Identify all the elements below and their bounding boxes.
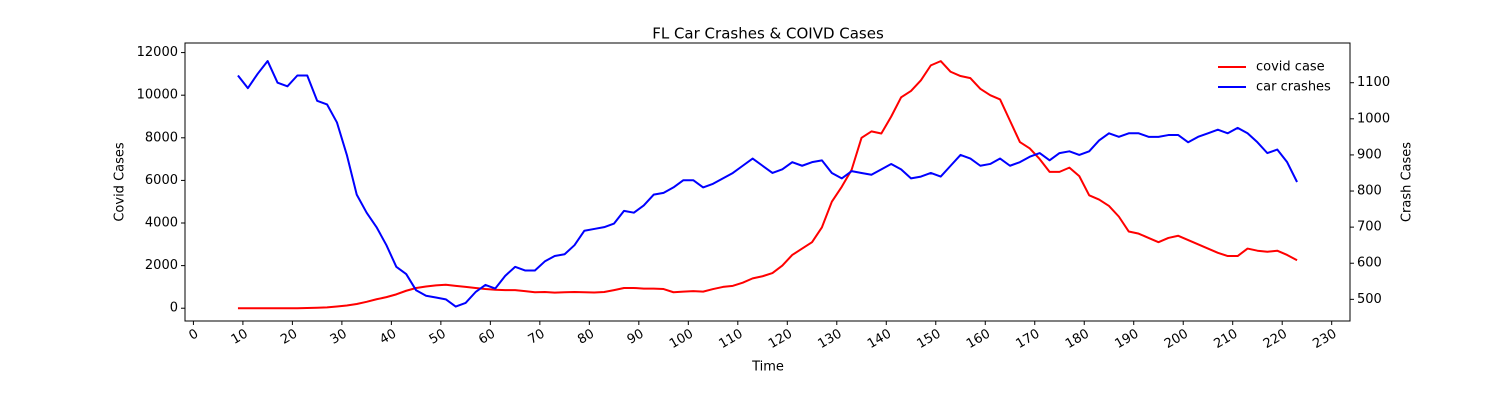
x-tick-label: 180 [1063,327,1092,352]
y-tick-label: 2000 [145,258,178,273]
x-tick-label: 80 [575,327,597,348]
y-tick-label: 4000 [145,216,178,231]
x-tick-label: 150 [915,327,944,352]
y-tick-label: 12000 [137,45,178,60]
y-tick-label: 8000 [145,130,178,145]
chart-title: FL Car Crashes & COIVD Cases [652,25,884,43]
x-tick-label: 10 [229,327,251,348]
x-tick-label: 90 [625,327,647,348]
x-tick-label: 70 [526,327,548,348]
x-tick-label: 100 [667,327,696,352]
x-tick-label: 220 [1261,327,1290,352]
y2-tick-label: 700 [1357,220,1382,235]
x-tick-label: 40 [377,327,399,348]
y2-tick-label: 900 [1357,147,1382,162]
y2-tick-label: 800 [1357,184,1382,199]
x-tick-label: 110 [717,327,746,352]
x-tick-label: 230 [1310,327,1339,352]
y-tick-label: 6000 [145,173,178,188]
y-tick-label: 0 [170,301,178,316]
y2-tick-label: 600 [1357,256,1382,271]
y2-tick-label: 500 [1357,292,1382,307]
x-tick-label: 140 [865,327,894,352]
x-tick-label: 120 [766,327,795,352]
x-tick-label: 170 [1013,327,1042,352]
x-axis-label: Time [751,360,784,375]
x-tick-label: 200 [1162,327,1191,352]
x-tick-label: 30 [328,327,350,348]
x-tick-label: 0 [186,327,201,344]
legend-label: car crashes [1256,80,1331,95]
x-tick-label: 190 [1112,327,1141,352]
y2-axis-label: Crash Cases [1400,142,1415,222]
y2-tick-label: 1000 [1357,111,1390,126]
data-line [237,60,1298,310]
x-tick-label: 50 [427,327,449,348]
plot-frame [184,42,1351,322]
y-axis-label: Covid Cases [113,142,128,222]
legend-label: covid case [1256,60,1325,75]
data-line [237,60,1298,308]
x-tick-label: 210 [1211,327,1240,352]
x-tick-label: 20 [278,327,300,348]
x-tick-label: 130 [816,327,845,352]
y2-tick-label: 1100 [1357,75,1390,90]
y-tick-label: 10000 [137,88,178,103]
x-tick-label: 60 [476,327,498,348]
x-tick-label: 160 [964,327,993,352]
